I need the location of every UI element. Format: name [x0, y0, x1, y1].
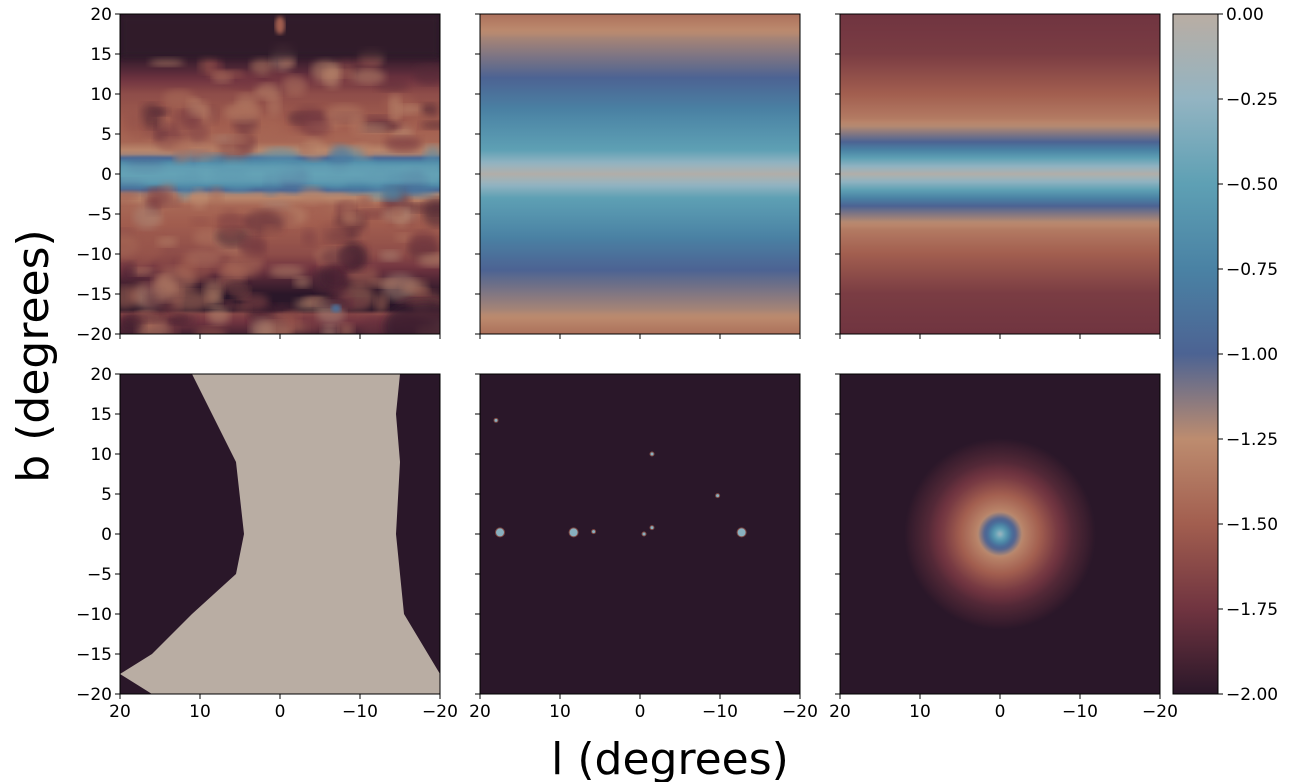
radial-source: [904, 438, 1096, 630]
x-tick-label: −20: [1142, 702, 1178, 722]
x-tick-label: 10: [549, 702, 571, 722]
x-tick-label: −10: [342, 702, 378, 722]
x-tick-label: 10: [189, 702, 211, 722]
y-tick-label: 20: [90, 5, 112, 25]
y-tick-label: 15: [90, 405, 112, 425]
x-tick-label: −20: [422, 702, 458, 722]
colorbar-gradient: [1173, 14, 1218, 694]
y-tick-label: −20: [76, 685, 112, 705]
x-tick-label: −10: [702, 702, 738, 722]
colorbar-tick-label: −1.25: [1226, 430, 1278, 450]
x-tick-label: 0: [275, 702, 286, 722]
y-tick-label: 0: [101, 165, 112, 185]
heatmap-field: [480, 14, 800, 334]
colorbar-tick-label: −2.00: [1226, 685, 1278, 705]
y-axis-label: b (degrees): [8, 229, 59, 482]
x-tick-label: −10: [1062, 702, 1098, 722]
panel-0-2: [835, 13, 1161, 339]
y-tick-label: −15: [76, 645, 112, 665]
colorbar-tick-label: −1.50: [1226, 515, 1278, 535]
y-tick-label: 10: [90, 85, 112, 105]
colorbar-tick-label: −0.75: [1226, 260, 1278, 280]
y-tick-label: −20: [76, 325, 112, 345]
x-tick-label: 20: [109, 702, 131, 722]
panel-1-1: 20 10 0 −10 −20: [469, 373, 818, 722]
x-tick-label: 10: [909, 702, 931, 722]
x-tick-label: 0: [995, 702, 1006, 722]
colorbar-tick-label: 0.00: [1226, 5, 1264, 25]
x-tick-label: −20: [782, 702, 818, 722]
panel-1-2: 20 10 0 −10 −20: [829, 373, 1178, 722]
colorbar-tick-label: −0.25: [1226, 90, 1278, 110]
y-tick-label: −15: [76, 285, 112, 305]
colorbar-tick-label: −1.75: [1226, 600, 1278, 620]
heatmap-field: [840, 14, 1160, 334]
y-tick-label: −10: [76, 605, 112, 625]
heatmap-field: [480, 374, 800, 694]
y-tick-label: 5: [101, 125, 112, 145]
y-tick-label: 10: [90, 445, 112, 465]
x-tick-label: 0: [635, 702, 646, 722]
panel-0-0: 20 15 10 5 0 −5 −10 −15 −20: [76, 5, 441, 345]
y-tick-label: −10: [76, 245, 112, 265]
x-axis-label: l (degrees): [551, 734, 789, 782]
y-tick-label: −5: [87, 205, 112, 225]
x-tick-label: 20: [829, 702, 851, 722]
colorbar-tick-label: −0.50: [1226, 175, 1278, 195]
y-tick-label: 15: [90, 45, 112, 65]
colorbar: 0.00 −0.25 −0.50 −0.75 −1.00 −1.25 −1.50 −1.75 −…: [1172, 5, 1278, 705]
y-tick-label: −5: [87, 565, 112, 585]
y-tick-label: 5: [101, 485, 112, 505]
y-tick-label: 20: [90, 365, 112, 385]
x-tick-label: 20: [469, 702, 491, 722]
hourglass-region: [120, 374, 440, 694]
y-tick-label: 0: [101, 525, 112, 545]
colorbar-tick-label: −1.00: [1226, 345, 1278, 365]
panel-0-1: [475, 13, 801, 339]
